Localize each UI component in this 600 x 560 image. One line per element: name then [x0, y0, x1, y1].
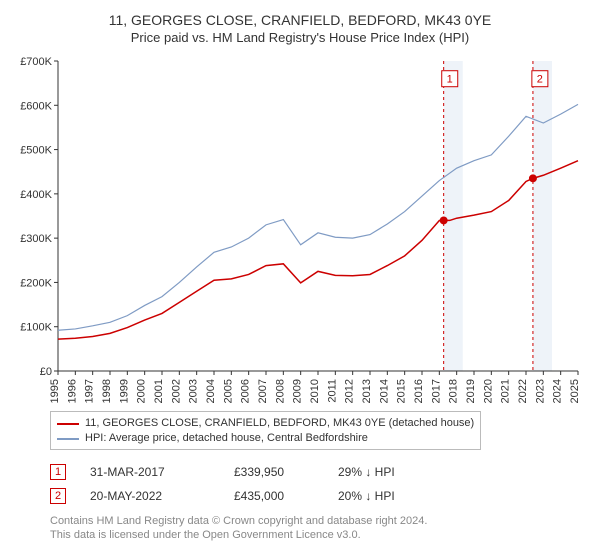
- svg-text:2021: 2021: [500, 379, 512, 403]
- marker-price: £339,950: [234, 465, 314, 479]
- marker-date: 20-MAY-2022: [90, 489, 210, 503]
- svg-text:2016: 2016: [413, 379, 425, 403]
- svg-text:£100K: £100K: [20, 322, 52, 334]
- svg-text:2003: 2003: [188, 379, 200, 403]
- svg-text:£600K: £600K: [20, 100, 52, 112]
- svg-text:2005: 2005: [222, 379, 234, 403]
- svg-text:2007: 2007: [257, 379, 269, 403]
- chart-legend: 11, GEORGES CLOSE, CRANFIELD, BEDFORD, M…: [50, 411, 481, 450]
- marker-table: 1 31-MAR-2017 £339,950 29% ↓ HPI 2 20-MAY-202…: [50, 460, 584, 508]
- legend-swatch: [57, 438, 79, 440]
- svg-text:2018: 2018: [448, 379, 460, 403]
- marker-id-box: 1: [50, 464, 66, 480]
- svg-text:2011: 2011: [326, 379, 338, 403]
- svg-text:2019: 2019: [465, 379, 477, 403]
- legend-label: HPI: Average price, detached house, Cent…: [85, 431, 368, 446]
- svg-text:2023: 2023: [534, 379, 546, 403]
- svg-text:2008: 2008: [274, 379, 286, 403]
- marker-row: 2 20-MAY-2022 £435,000 20% ↓ HPI: [50, 484, 584, 508]
- marker-row: 1 31-MAR-2017 £339,950 29% ↓ HPI: [50, 460, 584, 484]
- svg-text:2009: 2009: [292, 379, 304, 403]
- svg-text:2015: 2015: [396, 379, 408, 403]
- legend-swatch: [57, 423, 79, 425]
- marker-id-box: 2: [50, 488, 66, 504]
- chart-plot: £0 £100K £200K £300K £400K £500K £600K £700K 199…: [16, 57, 584, 407]
- chart-container: 11, GEORGES CLOSE, CRANFIELD, BEDFORD, M…: [0, 0, 600, 552]
- chart-title-line1: 11, GEORGES CLOSE, CRANFIELD, BEDFORD, M…: [16, 12, 584, 28]
- svg-text:2000: 2000: [136, 379, 148, 403]
- svg-text:1995: 1995: [49, 379, 61, 403]
- marker-date: 31-MAR-2017: [90, 465, 210, 479]
- legend-label: 11, GEORGES CLOSE, CRANFIELD, BEDFORD, M…: [85, 416, 474, 431]
- svg-text:2002: 2002: [170, 379, 182, 403]
- svg-text:2014: 2014: [378, 379, 390, 403]
- svg-text:1: 1: [447, 74, 453, 86]
- marker-price: £435,000: [234, 489, 314, 503]
- credits: Contains HM Land Registry data © Crown c…: [50, 514, 584, 542]
- svg-text:2013: 2013: [361, 379, 373, 403]
- svg-text:2022: 2022: [517, 379, 529, 403]
- svg-text:2017: 2017: [430, 379, 442, 403]
- marker-pct: 29% ↓ HPI: [338, 465, 428, 479]
- svg-text:£500K: £500K: [20, 145, 52, 157]
- svg-text:1996: 1996: [66, 379, 78, 403]
- svg-text:£700K: £700K: [20, 57, 52, 68]
- svg-text:£0: £0: [40, 366, 52, 378]
- svg-text:2: 2: [537, 74, 543, 86]
- svg-text:£400K: £400K: [20, 189, 52, 201]
- svg-text:2001: 2001: [153, 379, 165, 403]
- chart-title-line2: Price paid vs. HM Land Registry's House …: [16, 30, 584, 45]
- svg-text:1997: 1997: [84, 379, 96, 403]
- svg-text:2020: 2020: [482, 379, 494, 403]
- svg-text:1998: 1998: [101, 379, 113, 403]
- marker-pct: 20% ↓ HPI: [338, 489, 428, 503]
- svg-text:2004: 2004: [205, 379, 217, 403]
- legend-row: 11, GEORGES CLOSE, CRANFIELD, BEDFORD, M…: [57, 416, 474, 431]
- credits-line1: Contains HM Land Registry data © Crown c…: [50, 514, 584, 528]
- svg-text:2010: 2010: [309, 379, 321, 403]
- svg-text:2006: 2006: [240, 379, 252, 403]
- svg-text:2025: 2025: [569, 379, 581, 403]
- svg-text:£300K: £300K: [20, 233, 52, 245]
- legend-row: HPI: Average price, detached house, Cent…: [57, 431, 474, 446]
- svg-text:£200K: £200K: [20, 277, 52, 289]
- svg-text:2012: 2012: [344, 379, 356, 403]
- credits-line2: This data is licensed under the Open Gov…: [50, 528, 584, 542]
- svg-text:2024: 2024: [552, 379, 564, 403]
- svg-text:1999: 1999: [118, 379, 130, 403]
